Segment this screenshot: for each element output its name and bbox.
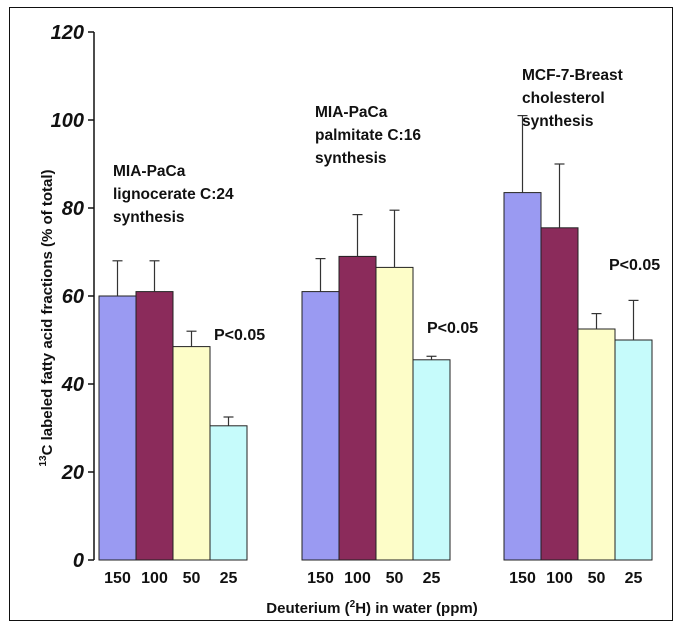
- bar: [209, 425, 248, 561]
- y-axis-label: 13C labeled fatty acid fractions (% of t…: [38, 169, 56, 466]
- x-tick-label: 150: [509, 570, 536, 587]
- x-tick-label: 100: [141, 570, 168, 587]
- bar: [503, 192, 542, 561]
- x-tick-label: 50: [386, 570, 404, 587]
- y-axis-label-text: C labeled fatty acid fractions (% of tot…: [39, 169, 56, 455]
- x-axis-label-suffix: H) in water (ppm): [355, 600, 478, 617]
- bar-group-2: 150 100 50 25 MIA-PaCa palmitate C:16 synthesi…: [301, 104, 478, 587]
- group-annotation-line: MCF-7-Breast: [522, 67, 623, 84]
- x-tick-label: 150: [307, 570, 334, 587]
- plot-area: 150 100 50 25 MIA-PaCa lignocerate C:24 synthe…: [98, 67, 660, 587]
- x-tick-label: 25: [423, 570, 441, 587]
- bar-group-1: 150 100 50 25 MIA-PaCa lignocerate C:24 synthe…: [98, 163, 265, 587]
- bar: [540, 227, 579, 561]
- y-tick-label: 0: [73, 550, 84, 572]
- group-annotation-line: MIA-PaCa: [315, 104, 388, 121]
- y-tick-label: 120: [51, 22, 84, 44]
- bar: [98, 295, 137, 561]
- group-annotation-line: synthesis: [113, 209, 185, 226]
- bar: [375, 266, 414, 561]
- x-axis-label-superscript: 2: [350, 599, 356, 610]
- y-tick-label: 40: [61, 374, 84, 396]
- x-tick-label: 100: [344, 570, 371, 587]
- y-axis: 0 20 40 60 80 100 120: [51, 22, 95, 572]
- x-tick-label: 50: [183, 570, 201, 587]
- x-tick-label: 25: [625, 570, 643, 587]
- bar: [338, 255, 377, 561]
- x-axis-label: Deuterium (2H) in water (ppm): [266, 599, 477, 617]
- y-tick-label: 60: [62, 286, 84, 308]
- p-value-label: P<0.05: [609, 257, 660, 274]
- bar: [172, 346, 211, 561]
- group-annotation-line: synthesis: [315, 150, 387, 167]
- x-axis-label-prefix: Deuterium (: [266, 600, 349, 617]
- x-tick-label: 50: [588, 570, 606, 587]
- bar: [614, 339, 653, 561]
- group-annotation-line: palmitate C:16: [315, 127, 421, 144]
- bar: [412, 359, 451, 561]
- p-value-label: P<0.05: [214, 327, 265, 344]
- y-tick-label: 100: [51, 110, 84, 132]
- group-annotation-line: cholesterol: [522, 90, 605, 107]
- y-axis-label-superscript: 13: [38, 455, 49, 467]
- y-tick-label: 20: [61, 462, 84, 484]
- bar: [301, 291, 340, 561]
- x-tick-label: 100: [546, 570, 573, 587]
- group-annotation-line: synthesis: [522, 113, 594, 130]
- bar-group-3: 150 100 50 25 MCF-7-Breast cholesterol synthes…: [503, 67, 660, 587]
- p-value-label: P<0.05: [427, 320, 478, 337]
- x-tick-label: 25: [220, 570, 238, 587]
- bar: [135, 291, 174, 561]
- bar: [577, 328, 616, 561]
- group-annotation-line: MIA-PaCa: [113, 163, 186, 180]
- y-tick-label: 80: [62, 198, 84, 220]
- group-annotation-line: lignocerate C:24: [113, 186, 234, 203]
- x-tick-label: 150: [104, 570, 131, 587]
